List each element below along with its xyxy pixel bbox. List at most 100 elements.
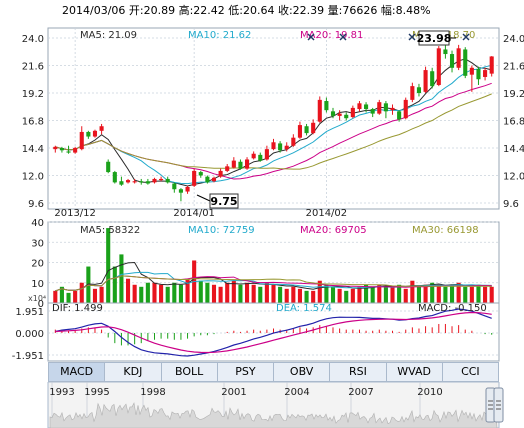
candle: [344, 112, 349, 121]
tab-rsi[interactable]: RSI: [330, 363, 387, 381]
tab-obv[interactable]: OBV: [274, 363, 331, 381]
volume-bar: [73, 290, 78, 303]
candle: [112, 170, 117, 184]
tab-wvad[interactable]: WVAD: [387, 363, 443, 381]
history-timeline[interactable]: 1993 1995 1998 2001 2004 2007 2010: [0, 382, 524, 428]
macd-y-tick: 0.000: [15, 329, 44, 340]
price-y-tick-right: 16.8: [503, 117, 524, 128]
candle: [463, 47, 468, 79]
candle-body: [152, 178, 157, 183]
kline-chart: 24.0 24.0 21.6 21.6 19.2 19.2 16.8 16.8 14.4 14.4…: [12, 27, 524, 362]
volume-bar: [99, 286, 104, 303]
candle-body: [297, 125, 302, 138]
candle: [139, 178, 144, 185]
candle: [297, 121, 302, 139]
range-handle-left[interactable]: [485, 387, 496, 423]
candle: [291, 134, 296, 147]
price-y-tick-left: 9.6: [28, 199, 44, 210]
candle: [284, 142, 289, 152]
candle-body: [423, 70, 428, 92]
tab-cci[interactable]: CCI: [461, 365, 480, 378]
volume-y-tick: 0: [38, 299, 44, 310]
candle-body: [225, 166, 230, 171]
volume-bar: [330, 286, 336, 303]
candle: [152, 177, 157, 184]
candle-body: [463, 49, 468, 76]
candle: [278, 141, 283, 153]
volume-bar: [225, 282, 230, 303]
event-marker: [339, 33, 347, 41]
volume-y-tick: 30: [31, 238, 44, 249]
candle: [59, 146, 64, 153]
volume-bar: [390, 286, 395, 303]
macd-dea-label: DEA: 1.574: [276, 303, 332, 314]
tab-psy[interactable]: PSY: [218, 363, 274, 381]
candle: [324, 97, 329, 113]
volume-bar: [66, 292, 71, 303]
candle-body: [231, 160, 236, 168]
indicator-tabs: MACD KDJ BOLL PSY OBV RSI WVAD CCI: [48, 362, 499, 382]
tab-macd[interactable]: MACD: [49, 363, 106, 381]
candle-body: [145, 181, 150, 184]
volume-bar: [364, 284, 369, 303]
candle: [205, 175, 210, 184]
volume-bar: [132, 284, 137, 303]
volume-bar: [456, 282, 461, 303]
candle: [337, 110, 342, 121]
candle: [99, 123, 104, 135]
candle: [165, 176, 170, 184]
candle-body: [119, 181, 124, 185]
candle: [489, 56, 494, 77]
candle-body: [218, 170, 223, 177]
event-marker-stroke: [462, 33, 470, 41]
tab-kdj[interactable]: KDJ: [105, 363, 162, 381]
candle-body: [172, 183, 177, 190]
volume-bar: [423, 284, 428, 303]
candle-body: [304, 126, 309, 134]
price-y-tick-right: 21.6: [503, 62, 524, 73]
candle: [172, 182, 177, 193]
volume-ma-label: MA20: 69705: [300, 225, 367, 236]
candle: [119, 176, 124, 186]
volume-bar: [112, 266, 117, 303]
candle: [436, 46, 441, 87]
volume-unit: x10⁴: [28, 294, 46, 303]
candle: [423, 66, 428, 93]
candle: [370, 107, 375, 118]
price-y-tick-right: 12.0: [503, 172, 524, 183]
candle: [271, 138, 276, 151]
candle: [383, 101, 388, 119]
candle-body: [132, 181, 137, 183]
price-ma-label: MA5: 21.09: [80, 30, 137, 41]
volume-bar: [92, 288, 98, 303]
candle: [251, 151, 256, 160]
candle-body: [92, 130, 98, 137]
candle-body: [364, 104, 369, 110]
candle-body: [483, 70, 488, 77]
volume-bar: [403, 288, 408, 303]
candle-body: [344, 114, 349, 119]
event-marker-stroke: [408, 33, 416, 41]
candle-body: [383, 103, 388, 112]
price-y-tick-left: 21.6: [22, 62, 44, 73]
volume-bar: [125, 278, 131, 303]
candle: [198, 170, 203, 178]
candle-body: [238, 161, 243, 169]
volume-y-tick: 10: [31, 279, 44, 290]
volume-bar: [416, 286, 422, 303]
candle-body: [390, 107, 395, 111]
candle: [456, 44, 461, 71]
volume-bar: [324, 284, 329, 303]
volume-bar: [218, 286, 223, 303]
candle-body: [330, 111, 336, 116]
range-handle-right[interactable]: [493, 387, 504, 423]
candle-body: [311, 122, 316, 134]
tab-boll[interactable]: BOLL: [162, 363, 218, 381]
volume-ma-label: MA5: 58322: [80, 225, 140, 236]
candle-body: [112, 172, 117, 183]
candle-body: [284, 145, 289, 150]
volume-bar: [297, 288, 302, 303]
candle: [483, 67, 488, 81]
volume-bar: [311, 290, 316, 303]
candle-body: [258, 154, 263, 161]
